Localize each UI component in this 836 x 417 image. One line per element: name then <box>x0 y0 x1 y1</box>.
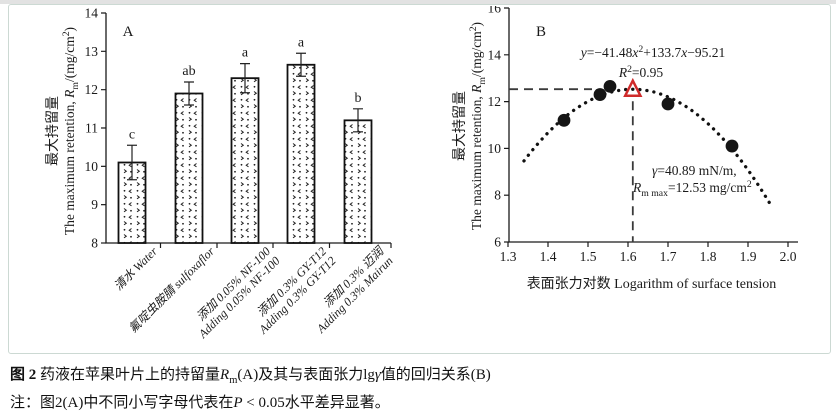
x-tick-label: 1.8 <box>700 249 717 264</box>
bar <box>343 119 373 244</box>
x-axis-label: 表面张力对数 Logarithm of surface tension <box>527 276 777 292</box>
x-tick-label: 1.4 <box>540 249 557 264</box>
rmax-annotation: Rm max=12.53 mg/cm2 <box>632 179 752 199</box>
y-tick-label: 12 <box>85 82 99 97</box>
x-tick-label: 2.0 <box>780 249 797 264</box>
caption-segment: R <box>220 367 230 383</box>
y-tick-label: 14 <box>488 47 502 62</box>
chart-b-scatter-plot: 6 8 10 12 14 16 1.3 1.4 1.5 1.6 1.7 1.8 1.9 2.0表面张力对数… <box>452 6 798 292</box>
y-tick-label: 11 <box>85 121 98 136</box>
bar <box>174 92 204 244</box>
bar <box>230 77 260 244</box>
caption-segment: 值的回归关系(B) <box>380 367 491 383</box>
figure-caption-line: 图 2 药液在苹果叶片上的持留量Rm(A)及其与表面张力lgγ值的回归关系(B) <box>10 363 826 386</box>
x-tick-label: 1.7 <box>660 249 677 264</box>
sig-letter: a <box>242 46 249 61</box>
y-tick-label: 9 <box>91 197 98 212</box>
y-tick-label: 10 <box>85 159 99 174</box>
data-point <box>557 113 571 127</box>
caption-segment: 药液在苹果叶片上的持留量 <box>40 367 221 383</box>
equation-label: y=−41.48x2+133.7x−95.21 <box>579 44 725 60</box>
y-tick-label: 12 <box>488 94 502 109</box>
caption-segment: γ <box>374 367 381 383</box>
caption-segment: m <box>229 375 238 386</box>
y-tick-label: 6 <box>494 235 501 250</box>
caption-segment: < 0.05水平差异显著。 <box>242 395 390 411</box>
sig-letter: c <box>129 127 135 142</box>
sig-letter: ab <box>182 64 195 79</box>
y-tick-label: 16 <box>488 6 502 16</box>
data-point <box>593 88 607 101</box>
x-tick-label: 1.6 <box>620 249 637 264</box>
y-tick-label: 14 <box>85 6 99 21</box>
y-axis-label-en: The maximum retention, Rm/(mg/cm2) <box>61 27 81 235</box>
sig-letter: b <box>355 91 362 106</box>
axes <box>508 8 798 243</box>
y-tick-label: 8 <box>91 236 98 251</box>
caption-segment: (A)及其与表面张力lg <box>237 367 375 383</box>
panel-label: A <box>123 24 134 40</box>
x-tick-label: 1.5 <box>580 249 597 264</box>
y-tick-label: 8 <box>494 188 501 203</box>
figure-panel: 8 9 10 11 12 13 14 c 清水 Water ab 氟啶虫胺腈 sulfoxaflor… <box>8 4 831 354</box>
y-tick-label: 10 <box>488 141 502 156</box>
data-point <box>661 97 675 111</box>
panel-label: B <box>536 24 546 40</box>
caption-segment: P <box>233 395 243 411</box>
data-point <box>725 139 739 153</box>
fit-curve <box>522 87 774 209</box>
bar <box>286 63 316 244</box>
caption-segment: 图2(A)中不同小写字母代表在 <box>40 395 234 411</box>
sig-letter: a <box>298 35 305 50</box>
y-axis-label-en: The maximum retention, Rm/(mg/cm2) <box>468 22 488 230</box>
vertex-marker <box>623 77 643 97</box>
caption-segment: 图 2 <box>10 367 41 383</box>
data-point <box>603 79 617 93</box>
category-label: 清水 Water <box>111 244 160 293</box>
caption-segment: 注： <box>10 395 41 411</box>
y-axis-label-zh: 最大持留量 <box>45 96 61 166</box>
y-tick-label: 13 <box>85 44 99 59</box>
figure-caption-note: 注：图2(A)中不同小写字母代表在P < 0.05水平差异显著。 <box>10 391 826 412</box>
x-tick-label: 1.3 <box>500 249 517 264</box>
r-squared-label: R2=0.95 <box>618 64 664 80</box>
y-axis-label-zh: 最大持留量 <box>452 91 468 161</box>
gamma-annotation: γ=40.89 mN/m, <box>652 163 737 178</box>
x-tick-label: 1.9 <box>740 249 757 264</box>
top-strip <box>0 0 836 4</box>
